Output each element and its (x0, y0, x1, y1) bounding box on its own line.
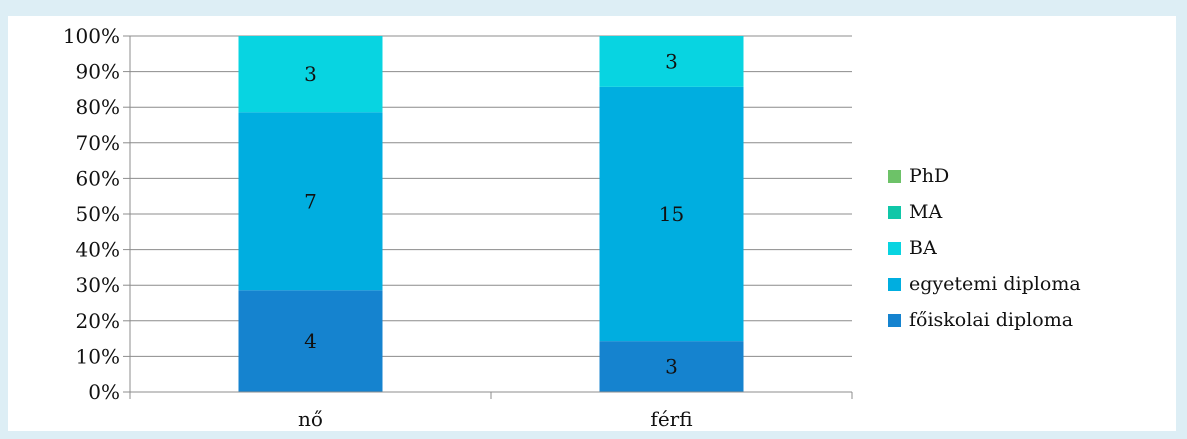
legend-label: BA (909, 237, 937, 259)
chart-frame: 0% 10% 20% 30% 40% 50% 60% 70% 80% 90% 100% 4 7 3 nő 3 1… (8, 16, 1176, 431)
legend-item: BA (888, 230, 1081, 266)
axes (123, 35, 853, 399)
y-tick-label: 40% (76, 238, 120, 262)
legend-swatch (888, 277, 901, 291)
legend-item: egyetemi diploma (888, 266, 1081, 302)
legend-swatch (888, 241, 901, 255)
data-label: 7 (304, 189, 317, 213)
x-tick-label: nő (298, 407, 323, 431)
legend: PhD MA BA egyetemi diploma főiskolai diploma (888, 158, 1081, 338)
legend-swatch (888, 169, 901, 183)
bar-segment (599, 341, 744, 392)
legend-swatch (888, 313, 901, 327)
legend-label: főiskolai diploma (909, 309, 1074, 331)
y-tick-label: 0% (88, 380, 120, 404)
data-label: 15 (659, 202, 684, 226)
x-tick-label: férfi (650, 407, 692, 431)
legend-item: PhD (888, 158, 1081, 194)
data-label: 4 (304, 329, 317, 353)
y-tick-label: 50% (76, 202, 120, 226)
y-tick-label: 70% (76, 131, 120, 155)
legend-swatch (888, 205, 901, 219)
legend-label: PhD (909, 165, 950, 187)
legend-label: egyetemi diploma (909, 273, 1081, 295)
bar-segment (238, 112, 383, 291)
bars (238, 36, 744, 392)
y-tick-label: 30% (76, 273, 120, 297)
stacked-bar-chart: 0% 10% 20% 30% 40% 50% 60% 70% 80% 90% 100% 4 7 3 nő 3 1… (63, 24, 853, 431)
data-label: 3 (304, 62, 317, 86)
y-tick-label: 10% (76, 344, 120, 368)
data-label: 3 (665, 49, 678, 73)
y-tick-label: 100% (63, 24, 120, 48)
y-tick-label: 80% (76, 95, 120, 119)
y-tick-label: 90% (76, 60, 120, 84)
legend-label: MA (909, 201, 943, 223)
bar-segment (238, 36, 383, 113)
bar-segment (599, 36, 744, 87)
bar-segment (599, 86, 744, 342)
legend-item: főiskolai diploma (888, 302, 1081, 338)
data-label: 3 (665, 355, 678, 379)
y-tick-label: 60% (76, 166, 120, 190)
y-tick-label: 20% (76, 309, 120, 333)
labels: 0% 10% 20% 30% 40% 50% 60% 70% 80% 90% 100% 4 7 3 nő 3 1… (63, 24, 693, 431)
legend-item: MA (888, 194, 1081, 230)
grid-lines (130, 35, 852, 357)
bar-segment (238, 290, 383, 392)
